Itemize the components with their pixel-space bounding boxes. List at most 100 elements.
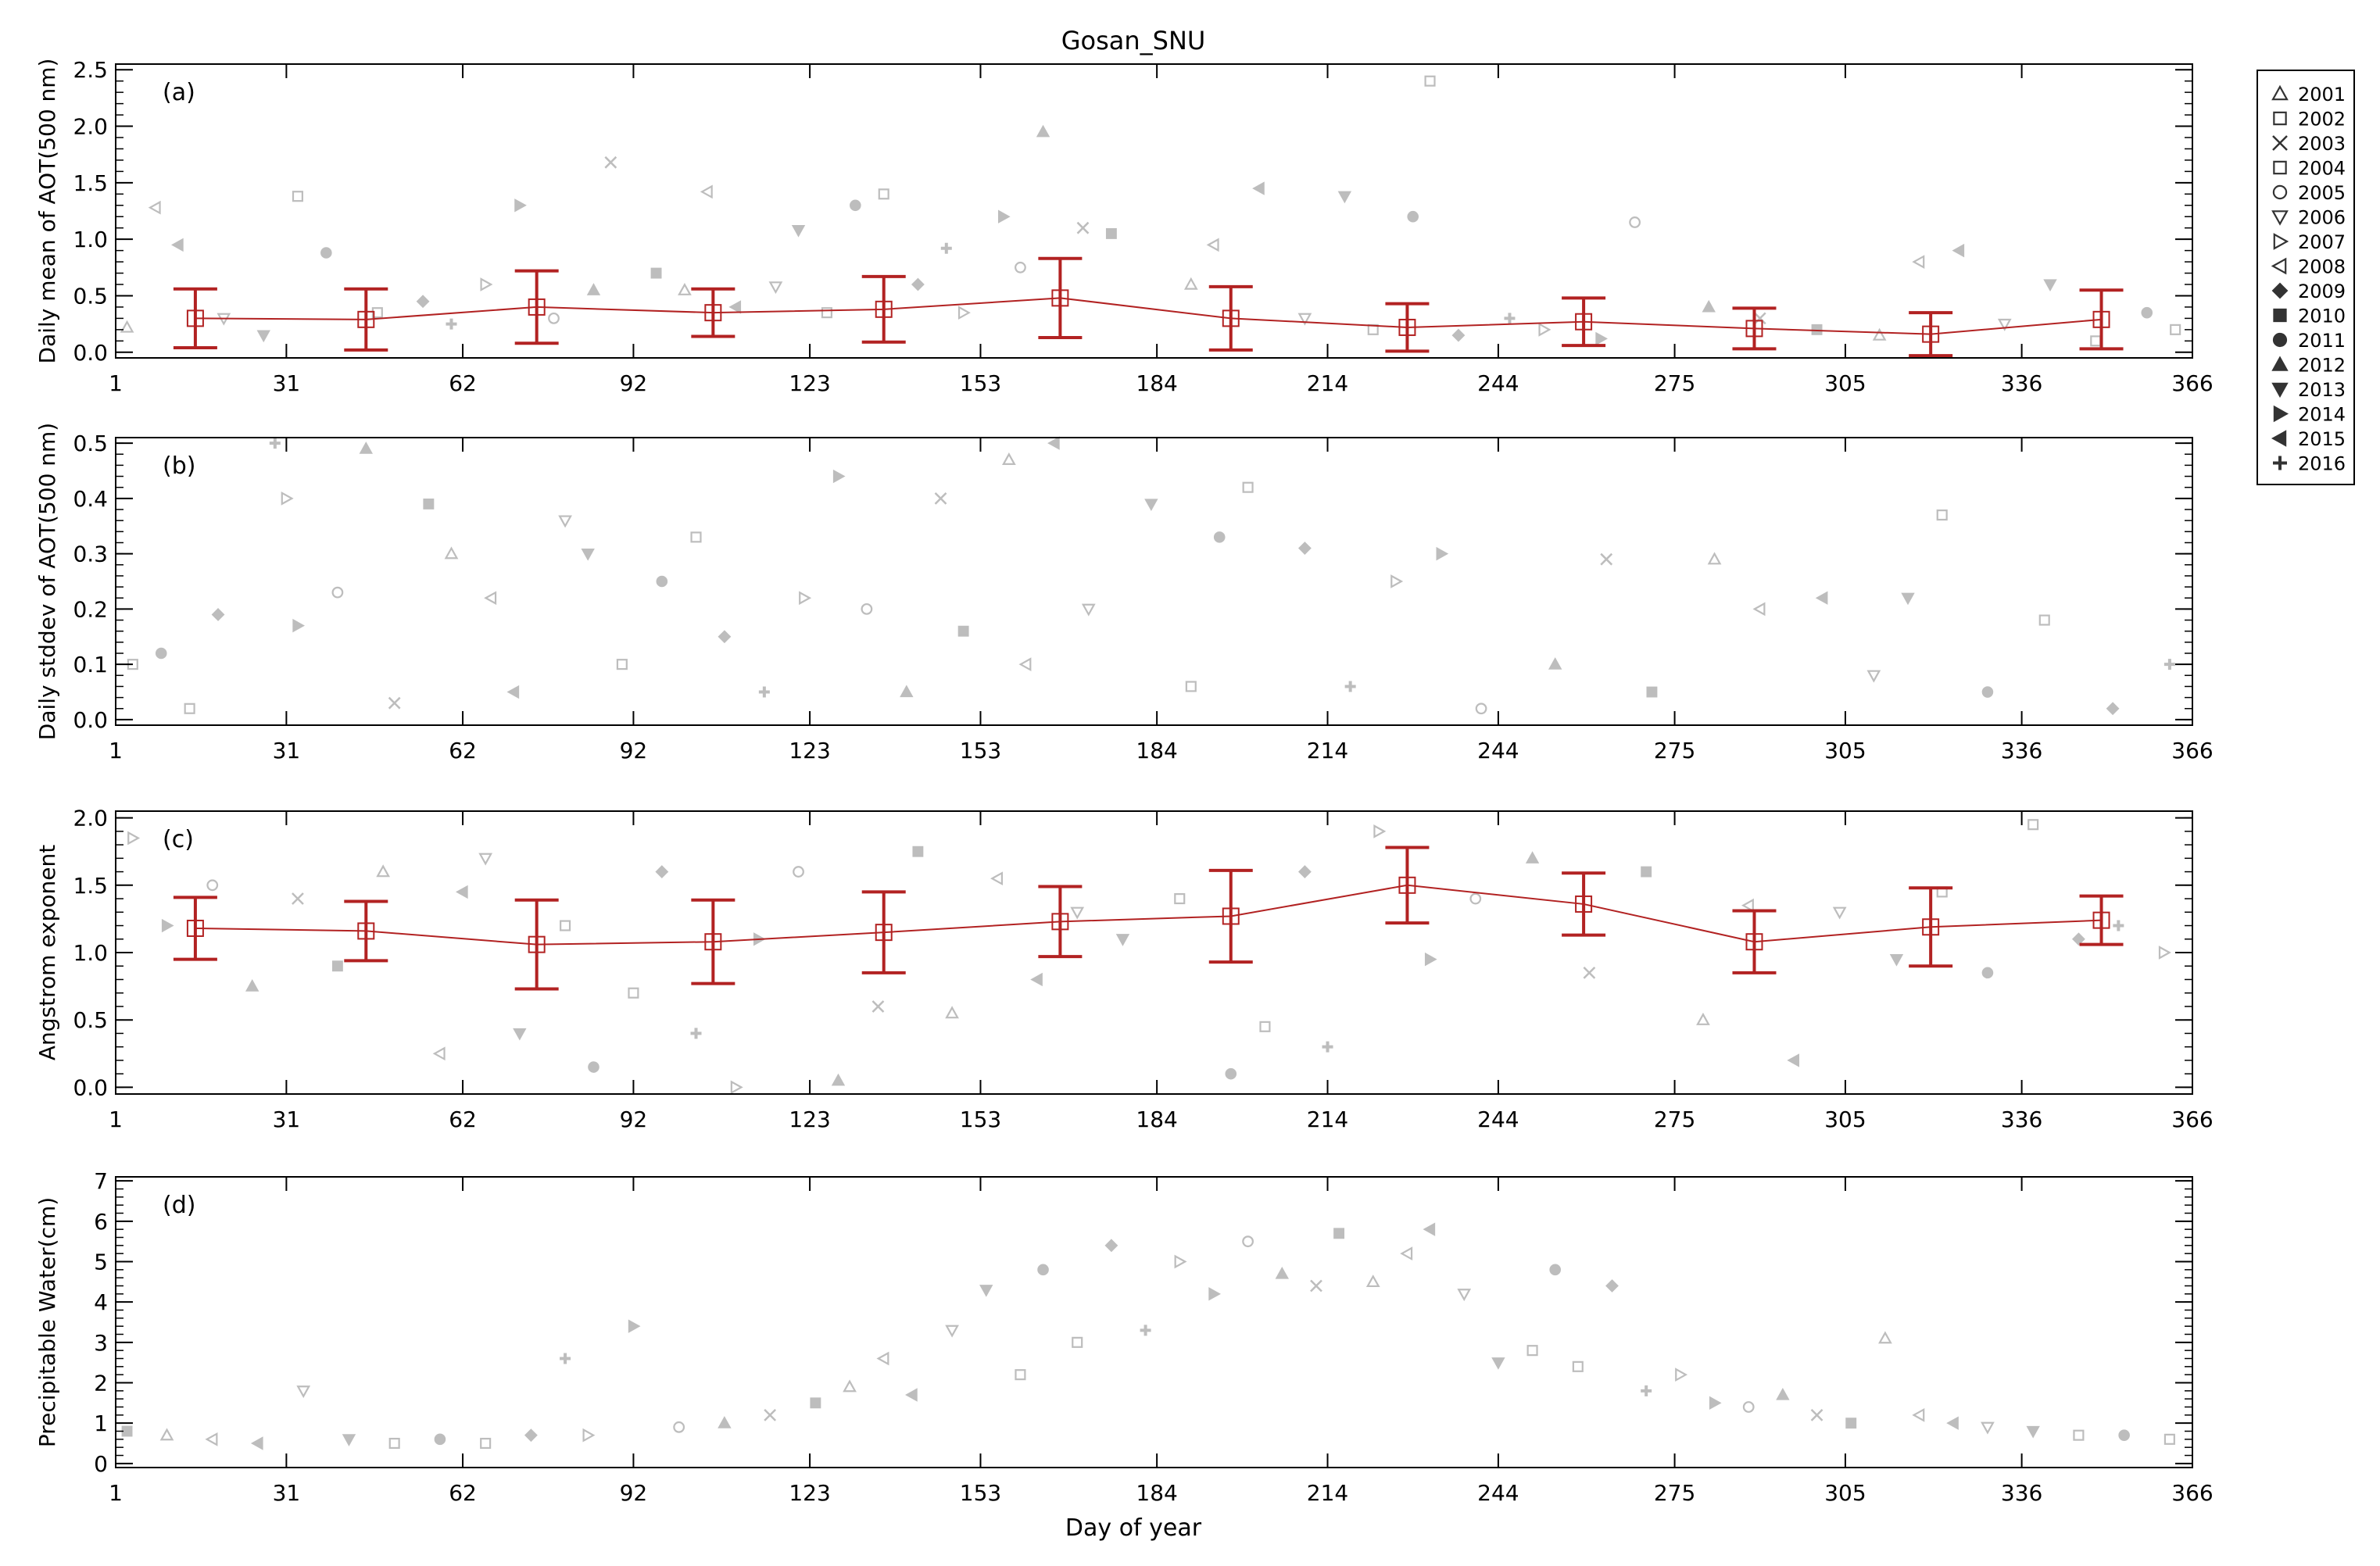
data-point: [1407, 210, 1419, 223]
legend-label: 2012: [2298, 355, 2346, 377]
y-tick-label: 0.0: [73, 340, 108, 366]
error-bar: [1385, 846, 1430, 925]
y-tick-label: 2.0: [73, 114, 108, 140]
data-point: [700, 184, 713, 199]
data-point: [1185, 681, 1197, 692]
data-point: [292, 892, 304, 905]
mean-marker: [1922, 918, 1940, 936]
x-tick-label: 184: [1136, 370, 1177, 396]
legend-marker-2005: [2272, 184, 2288, 200]
data-point: [2038, 614, 2050, 626]
data-point: [2043, 279, 2057, 292]
data-point: [604, 156, 617, 169]
data-point: [1912, 1407, 1925, 1422]
mean-marker: [875, 924, 893, 942]
data-point: [586, 283, 601, 295]
data-point: [1344, 681, 1356, 692]
y-tick-label: 2.0: [73, 806, 108, 831]
data-point: [1333, 1228, 1345, 1239]
error-bar: [691, 898, 735, 985]
data-point: [455, 885, 468, 899]
x-tick-label: 31: [273, 1480, 301, 1506]
data-point: [320, 247, 332, 259]
data-point: [171, 238, 184, 252]
error-bar: [1732, 306, 1777, 351]
data-point: [1810, 1408, 1823, 1421]
legend-label: 2007: [2298, 231, 2346, 253]
data-point: [1030, 972, 1043, 987]
data-point: [1037, 1264, 1049, 1276]
data-point: [1946, 1416, 1959, 1430]
data-point: [359, 442, 373, 454]
x-tick-label: 31: [273, 370, 301, 396]
data-point: [211, 608, 225, 621]
y-tick-label: 7: [94, 1168, 108, 1194]
data-point: [628, 987, 639, 999]
data-point: [2071, 932, 2085, 946]
data-point: [1981, 967, 1994, 979]
data-point: [1183, 277, 1198, 290]
data-point: [446, 318, 457, 330]
data-point: [1696, 1012, 1710, 1025]
data-point: [292, 618, 306, 633]
error-bar: [861, 890, 906, 974]
x-tick-label: 62: [449, 1480, 477, 1506]
x-tick-label: 62: [449, 1107, 477, 1132]
data-point: [997, 209, 1011, 223]
x-tick-label: 62: [449, 738, 477, 763]
data-point: [650, 267, 662, 279]
mean-marker: [186, 919, 204, 937]
y-tick-label: 0.5: [73, 1007, 108, 1033]
x-tick-label: 123: [789, 370, 830, 396]
data-point: [850, 199, 861, 212]
y-axis-label: Daily stddev of AOT(500 nm): [34, 423, 60, 740]
mean-marker: [1922, 325, 1940, 343]
data-point: [832, 469, 846, 484]
data-point: [718, 630, 732, 644]
mean-marker: [1051, 913, 1069, 931]
data-point: [1787, 1053, 1800, 1067]
data-point: [905, 1388, 918, 1402]
x-tick-label: 214: [1307, 738, 1348, 763]
data-point: [1036, 124, 1050, 138]
error-bar: [1909, 886, 1953, 968]
data-point: [616, 659, 628, 670]
mean-line: [195, 297, 2102, 335]
mean-marker: [704, 304, 722, 322]
panel-label: (c): [163, 826, 194, 853]
x-tick-label: 153: [960, 738, 1001, 763]
data-point: [1641, 866, 1652, 878]
data-point: [791, 224, 806, 238]
data-point: [1605, 1279, 1619, 1292]
data-point: [1275, 1266, 1289, 1279]
mean-marker: [704, 933, 722, 951]
x-tick-label: 366: [2171, 1107, 2213, 1132]
data-point: [245, 979, 259, 992]
data-point: [480, 1437, 492, 1450]
x-tick-label: 1: [109, 738, 123, 763]
data-point: [871, 1000, 885, 1013]
x-tick-label: 123: [789, 1107, 830, 1132]
mean-marker: [1222, 309, 1240, 327]
data-point: [588, 1061, 599, 1073]
y-axis-label: Precipitable Water(cm): [34, 1197, 60, 1447]
data-point: [1845, 1418, 1857, 1429]
data-point: [1595, 331, 1608, 346]
x-tick-label: 214: [1307, 1480, 1348, 1506]
data-point: [1242, 481, 1254, 493]
x-tick-label: 1: [109, 1107, 123, 1132]
legend-label: 2016: [2298, 453, 2346, 475]
error-bar: [1038, 885, 1083, 959]
data-point: [1047, 436, 1060, 450]
y-tick-label: 1: [94, 1410, 108, 1436]
data-point: [432, 1046, 446, 1061]
data-point: [1424, 952, 1437, 967]
data-point: [296, 1385, 311, 1399]
panel-label: (d): [163, 1192, 195, 1219]
plot-frame: [115, 63, 2193, 359]
data-point: [957, 306, 971, 320]
data-point: [799, 591, 812, 606]
x-tick-label: 336: [2001, 370, 2042, 396]
x-tick-label: 305: [1824, 738, 1866, 763]
